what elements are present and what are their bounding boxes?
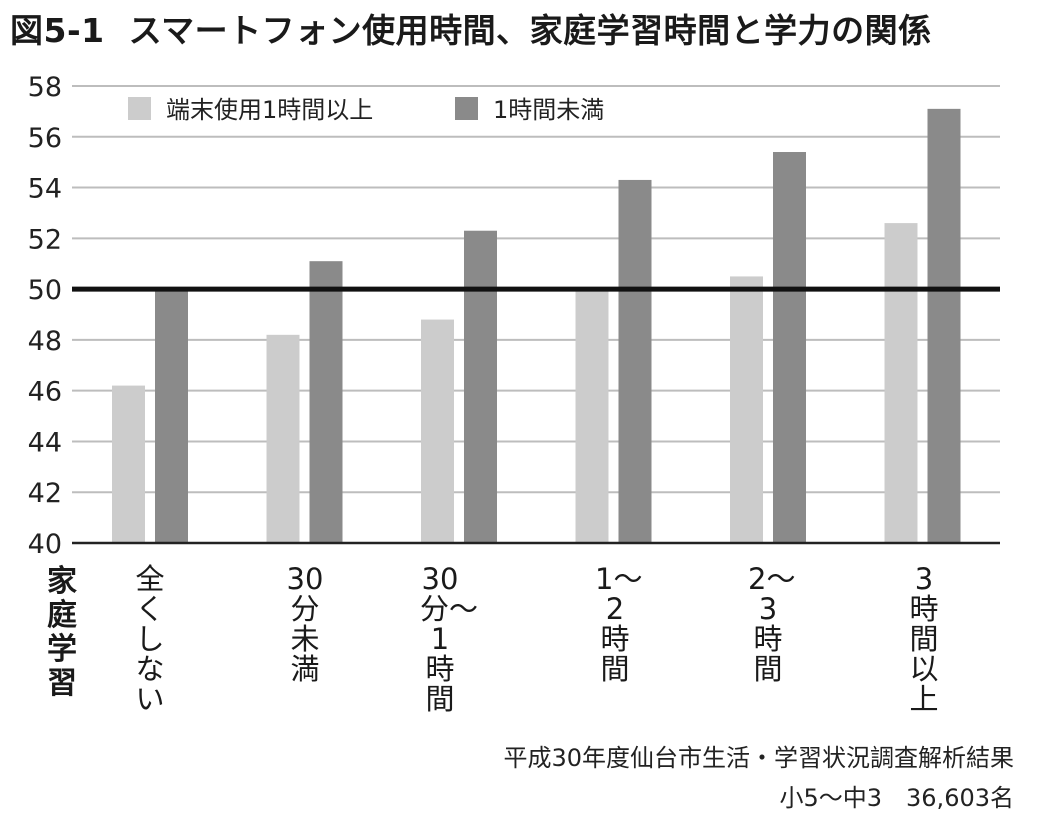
legend-label: 1時間未満 [493, 96, 604, 124]
category-label-4: 2〜3時間 [748, 562, 796, 686]
y-tick-label: 46 [28, 377, 62, 408]
legend-item-1: 1時間未満 [455, 96, 604, 124]
category-label-2: 30分〜1時間 [420, 562, 479, 716]
legend: 端末使用1時間以上 1時間未満 [128, 96, 604, 124]
category-label-1: 30分未満 [286, 562, 324, 686]
bar-usage-1h-plus-2 [421, 319, 454, 543]
y-tick-label: 54 [28, 174, 62, 205]
y-tick-label: 42 [28, 478, 62, 509]
category-label-0: 全くしない [135, 562, 165, 716]
y-tick-label: 56 [28, 123, 62, 154]
bar-usage-under-1h-5 [927, 108, 961, 543]
title-text: スマートフォン使用時間、家庭学習時間と学力の関係 [128, 11, 932, 50]
y-tick-label: 48 [28, 326, 62, 357]
y-axis-tick-labels: 40 42 44 46 48 50 52 54 56 58 [28, 72, 62, 560]
bar-usage-1h-plus-5 [884, 223, 918, 543]
category-label-5: 3時間以上 [909, 562, 939, 716]
source-line-1: 平成30年度仙台市生活・学習状況調査解析結果 [503, 744, 1014, 772]
bar-usage-under-1h-4 [773, 152, 806, 543]
bar-usage-1h-plus-1 [266, 334, 300, 543]
bar-usage-1h-plus-0 [112, 385, 145, 543]
y-tick-label: 52 [28, 224, 62, 255]
x-axis-title: 家庭学習 [47, 564, 77, 701]
bar-usage-under-1h-0 [155, 289, 188, 543]
legend-label: 端末使用1時間以上 [166, 96, 373, 124]
legend-swatch [128, 97, 151, 120]
legend-item-0: 端末使用1時間以上 [128, 96, 373, 124]
bar-usage-1h-plus-4 [730, 276, 763, 543]
y-tick-label: 58 [28, 72, 62, 103]
y-tick-label: 44 [28, 427, 62, 458]
category-label-3: 1〜2時間 [595, 562, 643, 686]
source-note: 平成30年度仙台市生活・学習状況調査解析結果 小5〜中3 36,603名 [503, 738, 1014, 818]
chart-title: 図5-1 スマートフォン使用時間、家庭学習時間と学力の関係 [10, 4, 932, 52]
y-tick-label: 50 [28, 275, 62, 306]
source-line-2: 小5〜中3 36,603名 [779, 784, 1014, 812]
bars [112, 108, 961, 543]
bar-usage-under-1h-2 [464, 230, 497, 543]
figure-number: 図5-1 [10, 11, 105, 50]
bar-usage-under-1h-3 [618, 179, 652, 543]
bar-usage-under-1h-1 [309, 261, 343, 543]
y-tick-label: 40 [28, 529, 62, 560]
bar-usage-1h-plus-3 [575, 289, 609, 543]
legend-swatch [455, 97, 478, 120]
